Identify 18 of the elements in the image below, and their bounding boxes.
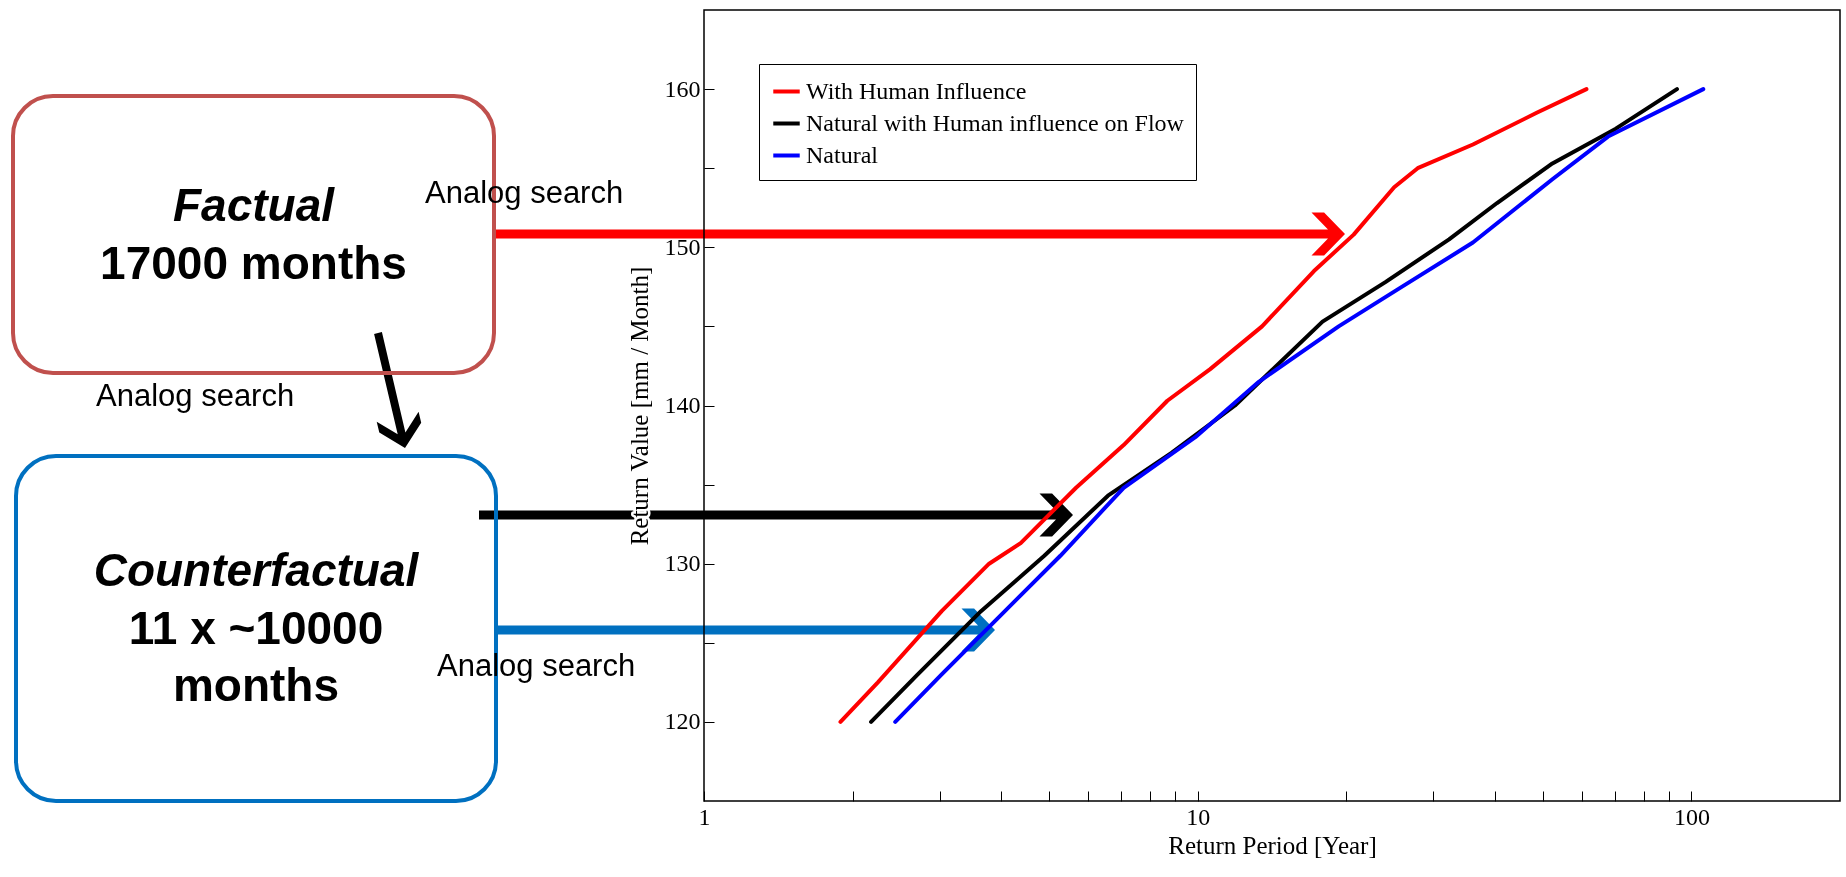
text: Analog search xyxy=(96,378,295,414)
y-tick-label: 130 xyxy=(664,550,701,577)
y-tick-label: 160 xyxy=(664,75,701,102)
text: 17000 months xyxy=(100,235,407,291)
text: 11 x ~10000 months xyxy=(127,600,385,714)
x-axis-title: Return Period [Year] xyxy=(1168,831,1377,859)
y-tick-label: 140 xyxy=(664,392,701,418)
x-tick-label: 10 xyxy=(1186,803,1211,830)
text: Factual xyxy=(172,178,335,233)
x-tick-label: 1 xyxy=(698,803,711,830)
legend-label: Natural with Human influence on Flow xyxy=(806,109,1185,136)
y-axis-title: Return Value [mm / Month] xyxy=(625,266,653,546)
y-tick-label: 150 xyxy=(664,233,701,260)
y-tick-label: 120 xyxy=(664,708,701,735)
legend-label: Natural xyxy=(806,141,879,168)
text: Counterfactual xyxy=(93,543,419,599)
x-tick-label: 100 xyxy=(1673,803,1710,830)
legend-label: With Human Influence xyxy=(806,77,1027,104)
